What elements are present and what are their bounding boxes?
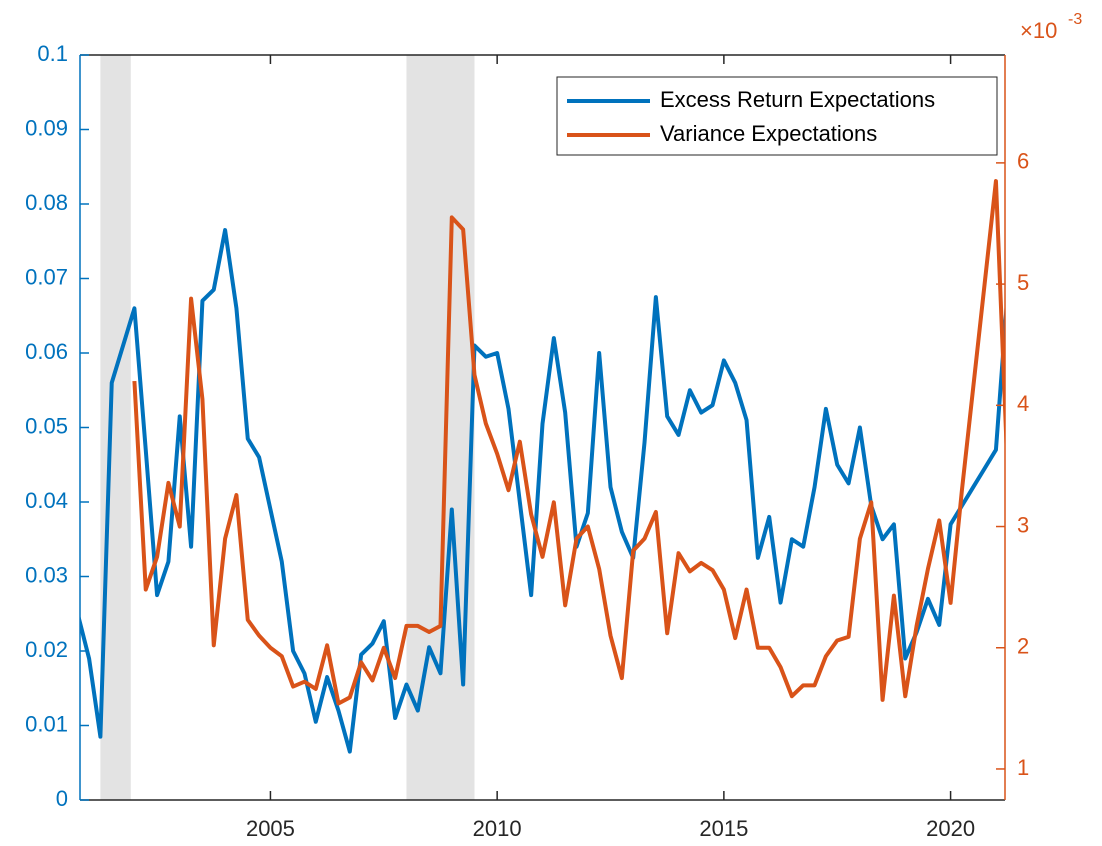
y2-exponent: -3 — [1068, 11, 1082, 28]
y-tick-label: 0 — [56, 786, 68, 811]
y2-tick-label: 4 — [1017, 391, 1029, 416]
x-tick-label: 2005 — [246, 816, 295, 841]
y-tick-label: 0.02 — [25, 637, 68, 662]
x-tick-label: 2020 — [926, 816, 975, 841]
y2-tick-label: 6 — [1017, 149, 1029, 174]
line-layer — [80, 179, 1005, 754]
recession-shade — [406, 55, 475, 800]
y-tick-label: 0.08 — [25, 190, 68, 215]
x-tick-label: 2015 — [699, 816, 748, 841]
y-tick-label: 0.05 — [25, 413, 68, 438]
recession-shade — [100, 55, 131, 800]
legend-label: Excess Return Expectations — [660, 87, 935, 112]
y2-tick-label: 3 — [1017, 512, 1029, 537]
y2-multiplier: ×10 — [1020, 18, 1057, 43]
legend-label: Variance Expectations — [660, 121, 877, 146]
y-tick-label: 0.01 — [25, 711, 68, 736]
series-line — [132, 179, 1005, 706]
series-line — [80, 228, 1005, 754]
y-tick-label: 0.07 — [25, 264, 68, 289]
y2-tick-label: 2 — [1017, 634, 1029, 659]
x-tick-label: 2010 — [473, 816, 522, 841]
y2-tick-label: 1 — [1017, 755, 1029, 780]
y-tick-label: 0.1 — [37, 41, 68, 66]
shade-layer — [100, 55, 475, 800]
legend: Excess Return Expectations Variance Expec… — [556, 76, 998, 156]
y2-tick-label: 5 — [1017, 270, 1029, 295]
y-tick-label: 0.06 — [25, 339, 68, 364]
y-tick-label: 0.09 — [25, 115, 68, 140]
y-tick-label: 0.04 — [25, 488, 68, 513]
axes: 0 0.01 0.02 0.03 0.04 0.05 0.06 0.07 0.08 0.09 0.1… — [25, 11, 1082, 841]
legend-box — [556, 76, 998, 156]
y-tick-label: 0.03 — [25, 562, 68, 587]
